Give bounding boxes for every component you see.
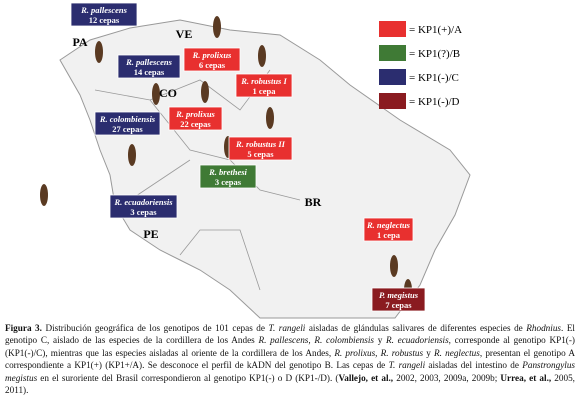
strain-box <box>183 47 241 72</box>
insect <box>213 16 221 38</box>
caption-text: en el suroriente del Brasil correspondie… <box>37 372 339 383</box>
insects <box>40 16 412 301</box>
caption-text: T. rangeli <box>388 360 426 371</box>
strain-count: 12 cepas <box>89 15 120 25</box>
caption-text: Figura 3. <box>5 323 42 333</box>
caption-text: R. prolixus, R. robustus <box>334 347 424 358</box>
strain-box <box>168 106 223 131</box>
insect <box>95 41 103 63</box>
strain-box <box>117 54 181 79</box>
land <box>59 19 471 319</box>
legend-label: = KP1(-)/C <box>409 72 459 84</box>
insect <box>390 255 398 277</box>
caption-text: y <box>423 347 435 358</box>
species-name: R. pallescens <box>125 57 172 67</box>
strain-count: 14 cepas <box>134 67 165 77</box>
caption-text: y <box>373 335 386 346</box>
strain-count: 1 cepa <box>253 86 277 96</box>
insect <box>152 83 160 105</box>
country-label: CO <box>159 86 177 100</box>
caption-text: R. pallescens, R. colombiensis <box>258 335 374 346</box>
strain-count: 1 cepa <box>377 230 401 240</box>
caption-text: R. neglectus <box>434 347 480 358</box>
species-name: R. neglectus <box>366 220 411 230</box>
species-name: R. pallescens <box>80 5 127 15</box>
species-name: R. colombiensis <box>99 114 156 124</box>
species-name: P. megistus <box>379 290 419 300</box>
caption: Figura 3. Distribución geográfica de los… <box>5 322 575 396</box>
strain-count: 3 cepas <box>215 177 242 187</box>
insect <box>258 45 266 67</box>
legend-swatch <box>379 69 406 85</box>
strain-box <box>371 287 426 312</box>
insect <box>201 81 209 103</box>
caption-text: Panstrongylus megistus <box>5 360 575 383</box>
legend-swatch <box>379 93 406 109</box>
species-name: R. prolixus <box>192 50 232 60</box>
strain-box <box>70 2 138 27</box>
strain-count: 5 cepas <box>247 149 274 159</box>
country-label: VE <box>176 27 193 41</box>
caption-text: Vallejo, et al., <box>338 372 394 383</box>
caption-text: aisladas de glándulas salivares de difer… <box>305 323 527 333</box>
caption-text: T. rangeli <box>268 323 306 333</box>
caption-text: R. ecuadoriensis <box>386 335 449 346</box>
strain-count: 6 cepas <box>199 60 226 70</box>
strain-box <box>228 136 293 161</box>
strain-count: 7 cepas <box>385 300 412 310</box>
country-label: PE <box>143 227 158 241</box>
legend-label: = KP1(-)/D <box>409 96 460 108</box>
caption-text: Rhodnius <box>526 323 561 333</box>
species-name: R. robustus II <box>235 139 286 149</box>
species-name: R. brethesi <box>208 167 247 177</box>
strain-box <box>363 217 414 242</box>
caption-text: aisladas del intestino de <box>425 360 523 371</box>
strain-count: 27 cepas <box>112 124 143 134</box>
strain-box <box>109 194 178 219</box>
legend-label: = KP1(?)/B <box>409 48 460 60</box>
country-label: BR <box>305 195 322 209</box>
species-name: R. prolixus <box>175 109 215 119</box>
caption-text: , corresponde al genotipo KP1(-) (KP1(-)… <box>5 335 575 358</box>
legend-swatch <box>379 45 406 61</box>
caption-text: Urrea, et al., <box>500 372 552 383</box>
strain-count: 22 cepas <box>180 119 211 129</box>
legend-label: = KP1(+)/A <box>409 24 462 36</box>
caption-text: 2005, 2011). <box>5 372 575 396</box>
caption-text: , presentan el genotipo A correspondient… <box>5 347 575 371</box>
legend-swatch <box>379 21 406 37</box>
caption-text: . El genotipo C, aislado de las especies… <box>5 323 575 346</box>
strain-count: 3 cepas <box>130 207 157 217</box>
strain-box <box>94 111 161 136</box>
species-name: R. robustus I <box>240 76 287 86</box>
species-name: R. ecuadoriensis <box>113 197 173 207</box>
insect <box>266 107 274 129</box>
strain-box <box>199 164 257 189</box>
caption-text: Distribución geográfica de los genotipos… <box>41 323 269 333</box>
insect <box>40 184 48 206</box>
caption-text: 2002, 2003, 2009a, 2009b; <box>393 372 501 383</box>
strain-box <box>235 73 293 98</box>
country-label: PA <box>72 35 87 49</box>
insect <box>128 144 136 166</box>
